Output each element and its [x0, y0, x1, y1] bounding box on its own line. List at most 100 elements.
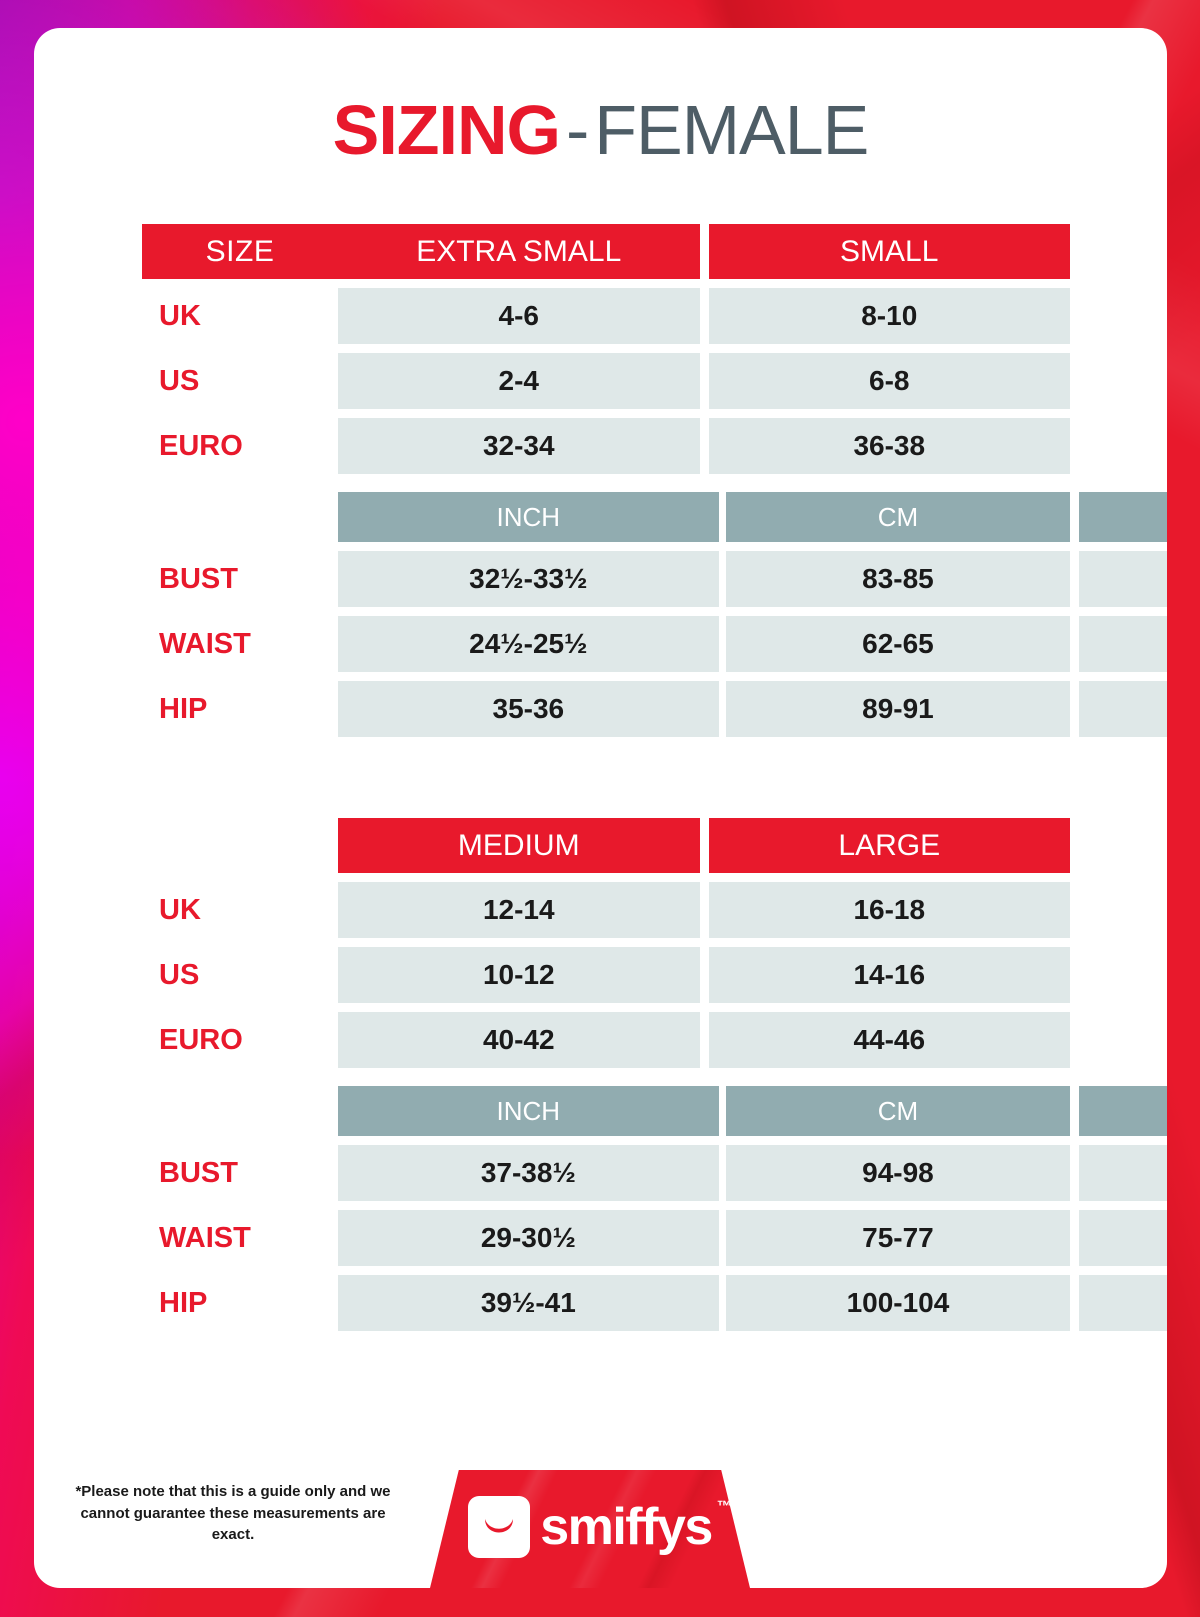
hip-inch-col-0: 39½-41	[338, 1275, 719, 1331]
conversion-row-us: US 10-12 14-16	[142, 947, 1070, 1003]
unit-header-inch-col-0: INCH	[338, 492, 719, 542]
unit-header-cm-col-0: CM	[725, 492, 1070, 542]
row-label-us: US	[159, 958, 200, 991]
footer: *Please note that this is a guide only a…	[34, 1438, 1167, 1588]
group-header-col-1: LARGE	[708, 818, 1070, 873]
uk-value-col-1: 8-10	[708, 288, 1070, 344]
column-gap	[700, 818, 709, 873]
hip-cm-col-0: 89-91	[725, 681, 1070, 737]
column-gap	[1070, 1275, 1079, 1331]
row-spacer	[142, 1077, 1070, 1086]
row-label-bust: BUST	[159, 562, 238, 595]
euro-value-col-1: 44-46	[708, 1012, 1070, 1068]
size-block-xs-s: SIZE EXTRA SMALL SMALL UK 4-6 8-10 US 2-…	[142, 224, 1167, 746]
uk-value-col-1: 16-18	[708, 882, 1070, 938]
euro-value-col-0: 40-42	[338, 1012, 700, 1068]
page-title: SIZING-FEMALE	[34, 28, 1167, 170]
group-header-row: SIZE EXTRA SMALL SMALL	[142, 224, 1070, 279]
conversion-row-euro: EURO 40-42 44-46	[142, 1012, 1070, 1068]
row-label-hip: HIP	[159, 692, 208, 725]
sizing-card: SIZING-FEMALE SIZE EXTRA SMALL SMALL UK …	[34, 28, 1167, 1588]
bust-inch-col-1: 40-42	[1078, 1145, 1167, 1201]
conversion-row-uk: UK 4-6 8-10	[142, 288, 1070, 344]
row-label-us: US	[159, 364, 200, 397]
euro-value-col-1: 36-38	[708, 418, 1070, 474]
us-value-col-0: 10-12	[338, 947, 700, 1003]
row-label-hip: HIP	[159, 1286, 208, 1319]
waist-cm-col-0: 75-77	[725, 1210, 1070, 1266]
disclaimer-text: *Please note that this is a guide only a…	[75, 1482, 391, 1544]
column-gap	[1070, 1086, 1079, 1136]
measurement-row-hip: HIP 39½-41 100-104 42½-44½ 108-113	[142, 1275, 1167, 1331]
bust-cm-col-0: 83-85	[725, 551, 1070, 607]
unit-header-inch-col-1: INCH	[1078, 1086, 1167, 1136]
unit-header-inch-col-1: INCH	[1078, 492, 1167, 542]
group-header-row: MEDIUM LARGE	[142, 818, 1070, 873]
measurement-row-bust: BUST 32½-33½ 83-85 34½-35½ 88-90	[142, 551, 1167, 607]
unit-header-row: INCH CM INCH CM	[142, 492, 1167, 542]
row-spacer	[142, 483, 1070, 492]
measurement-row-hip: HIP 35-36 89-91 37-38 94-97	[142, 681, 1167, 737]
waist-inch-col-0: 24½-25½	[338, 616, 719, 672]
waist-cm-col-0: 62-65	[725, 616, 1070, 672]
size-header-cell: SIZE	[142, 224, 338, 279]
brand-name: smiffys	[540, 1498, 713, 1556]
column-gap	[1070, 681, 1079, 737]
waist-inch-col-1: 32-34	[1078, 1210, 1167, 1266]
unit-row-label	[142, 1086, 338, 1136]
group-header-cells: EXTRA SMALL SMALL	[338, 224, 1070, 279]
trademark-symbol: ™	[716, 1498, 732, 1515]
measurement-row-waist: WAIST 29-30½ 75-77 32-34 81-86	[142, 1210, 1167, 1266]
group-header-col-0: MEDIUM	[338, 818, 700, 873]
unit-header-cm-col-0: CM	[725, 1086, 1070, 1136]
unit-header-inch-col-0: INCH	[338, 1086, 719, 1136]
title-dash: -	[565, 91, 589, 169]
unit-header-row: INCH CM INCH CM	[142, 1086, 1167, 1136]
hip-inch-col-0: 35-36	[338, 681, 719, 737]
waist-inch-col-0: 29-30½	[338, 1210, 719, 1266]
unit-row-label	[142, 492, 338, 542]
group-header-col-1: SMALL	[708, 224, 1070, 279]
group-header-col-0: EXTRA SMALL	[338, 224, 700, 279]
measurement-row-bust: BUST 37-38½ 94-98 40-42 102-107	[142, 1145, 1167, 1201]
row-label-euro: EURO	[159, 429, 243, 462]
bust-cm-col-0: 94-98	[725, 1145, 1070, 1201]
us-value-col-1: 6-8	[708, 353, 1070, 409]
group-header-cells: MEDIUM LARGE	[338, 818, 1070, 873]
hip-inch-col-1: 37-38	[1078, 681, 1167, 737]
column-gap	[1070, 551, 1079, 607]
column-gap	[700, 288, 709, 344]
column-gap	[700, 224, 709, 279]
brand-logo[interactable]: smiffys ™	[430, 1470, 750, 1588]
conversion-row-us: US 2-4 6-8	[142, 353, 1070, 409]
row-label-waist: WAIST	[159, 1221, 251, 1254]
euro-value-col-0: 32-34	[338, 418, 700, 474]
us-value-col-1: 14-16	[708, 947, 1070, 1003]
row-label-uk: UK	[159, 299, 201, 332]
bust-inch-col-1: 34½-35½	[1078, 551, 1167, 607]
us-value-col-0: 2-4	[338, 353, 700, 409]
size-header-spacer	[142, 818, 338, 873]
waist-inch-col-1: 26½-27½	[1078, 616, 1167, 672]
row-label-euro: EURO	[159, 1023, 243, 1056]
column-gap	[700, 1012, 709, 1068]
smile-icon	[468, 1496, 531, 1558]
conversion-row-euro: EURO 32-34 36-38	[142, 418, 1070, 474]
row-label-waist: WAIST	[159, 627, 251, 660]
hip-cm-col-0: 100-104	[725, 1275, 1070, 1331]
column-gap	[1070, 1210, 1079, 1266]
bust-inch-col-0: 32½-33½	[338, 551, 719, 607]
row-label-uk: UK	[159, 893, 201, 926]
column-gap	[700, 418, 709, 474]
column-gap	[1070, 616, 1079, 672]
uk-value-col-0: 4-6	[338, 288, 700, 344]
row-label-bust: BUST	[159, 1156, 238, 1189]
size-block-m-l: MEDIUM LARGE UK 12-14 16-18 US 10-12 14-…	[142, 818, 1167, 1340]
title-light: FEMALE	[594, 91, 869, 169]
column-gap	[700, 353, 709, 409]
measurement-row-waist: WAIST 24½-25½ 62-65 26½-27½ 67-70	[142, 616, 1167, 672]
column-gap	[1070, 1145, 1079, 1201]
bust-inch-col-0: 37-38½	[338, 1145, 719, 1201]
title-bold: SIZING	[332, 91, 561, 169]
hip-inch-col-1: 42½-44½	[1078, 1275, 1167, 1331]
